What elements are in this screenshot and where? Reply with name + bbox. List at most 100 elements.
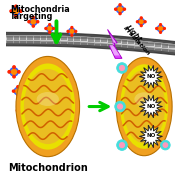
Polygon shape [115, 45, 121, 49]
Polygon shape [27, 36, 33, 40]
Circle shape [160, 31, 162, 33]
Circle shape [21, 105, 23, 107]
Polygon shape [107, 29, 122, 58]
Polygon shape [2, 40, 175, 53]
Polygon shape [128, 46, 134, 50]
Polygon shape [2, 35, 175, 47]
Circle shape [140, 25, 142, 26]
Ellipse shape [120, 64, 168, 149]
Text: NO: NO [146, 74, 156, 79]
Polygon shape [121, 40, 127, 44]
Circle shape [71, 26, 73, 29]
Polygon shape [135, 41, 141, 45]
Polygon shape [162, 44, 168, 48]
Circle shape [17, 94, 19, 97]
Circle shape [118, 7, 122, 12]
Circle shape [123, 8, 125, 10]
Polygon shape [74, 43, 80, 46]
Polygon shape [109, 33, 120, 55]
Circle shape [21, 114, 23, 116]
Circle shape [12, 69, 17, 74]
Polygon shape [54, 36, 60, 40]
Circle shape [25, 109, 27, 112]
Polygon shape [68, 42, 73, 46]
Circle shape [16, 89, 20, 93]
Circle shape [120, 143, 124, 147]
Polygon shape [27, 41, 33, 45]
Circle shape [28, 21, 30, 23]
Circle shape [37, 21, 39, 23]
Polygon shape [169, 45, 174, 48]
Polygon shape [13, 41, 19, 45]
Text: Mitochondrion: Mitochondrion [8, 163, 88, 173]
Circle shape [20, 10, 22, 12]
Polygon shape [13, 36, 19, 40]
Polygon shape [41, 36, 46, 40]
Circle shape [116, 5, 124, 14]
Circle shape [10, 10, 12, 12]
Polygon shape [94, 43, 100, 47]
Circle shape [156, 28, 158, 29]
Circle shape [136, 21, 138, 23]
Circle shape [160, 24, 162, 26]
Circle shape [50, 66, 55, 70]
Circle shape [47, 67, 49, 69]
Polygon shape [94, 38, 100, 42]
Polygon shape [81, 37, 87, 41]
Ellipse shape [16, 57, 80, 157]
Circle shape [13, 9, 19, 14]
Polygon shape [61, 37, 66, 40]
Circle shape [32, 25, 34, 27]
Circle shape [115, 8, 117, 10]
Circle shape [31, 19, 36, 24]
Circle shape [137, 18, 145, 26]
Circle shape [19, 108, 24, 113]
Circle shape [70, 29, 74, 33]
Polygon shape [2, 43, 175, 55]
Polygon shape [2, 32, 175, 45]
Circle shape [32, 16, 34, 19]
Circle shape [115, 101, 125, 112]
Polygon shape [7, 36, 13, 40]
Circle shape [68, 28, 76, 35]
Circle shape [15, 15, 17, 17]
Polygon shape [47, 36, 53, 40]
Circle shape [119, 4, 121, 6]
Circle shape [48, 26, 52, 30]
Polygon shape [169, 50, 174, 54]
Circle shape [29, 17, 38, 26]
Polygon shape [155, 49, 161, 52]
Circle shape [17, 106, 26, 115]
Circle shape [13, 75, 15, 78]
Circle shape [11, 6, 21, 16]
Circle shape [53, 28, 55, 29]
Text: Mitochondria: Mitochondria [10, 5, 70, 14]
Text: Light: Light [125, 24, 143, 43]
Ellipse shape [123, 70, 165, 143]
Circle shape [48, 64, 57, 72]
Circle shape [49, 31, 51, 33]
Circle shape [140, 17, 142, 19]
Circle shape [163, 28, 165, 29]
Circle shape [9, 67, 19, 77]
Circle shape [120, 66, 124, 70]
Circle shape [49, 24, 51, 26]
Circle shape [67, 30, 69, 32]
Circle shape [75, 30, 77, 32]
Polygon shape [41, 42, 46, 45]
Circle shape [17, 86, 19, 88]
Circle shape [45, 28, 47, 29]
Polygon shape [7, 41, 13, 45]
Polygon shape [128, 41, 134, 44]
Polygon shape [88, 43, 94, 47]
Polygon shape [108, 39, 114, 43]
Ellipse shape [37, 92, 59, 106]
Circle shape [46, 25, 54, 32]
Polygon shape [108, 44, 114, 48]
Circle shape [16, 109, 19, 112]
Polygon shape [155, 43, 161, 47]
Polygon shape [139, 125, 162, 148]
Circle shape [139, 20, 143, 24]
Polygon shape [2, 38, 175, 50]
Polygon shape [47, 42, 53, 46]
